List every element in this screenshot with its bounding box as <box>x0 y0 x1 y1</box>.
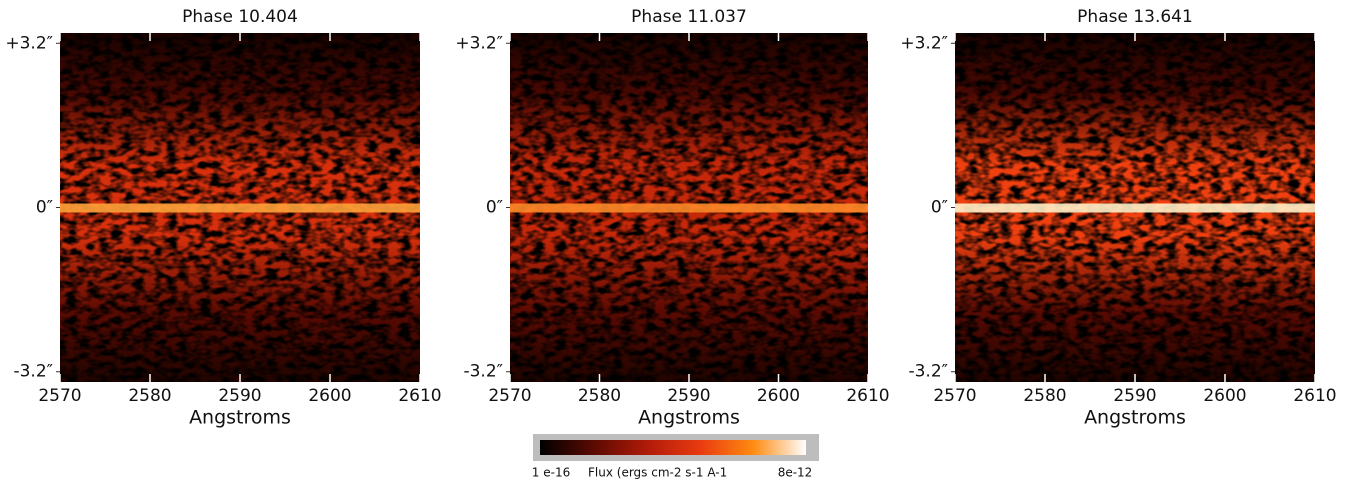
panel-title: Phase 10.404 <box>182 7 298 27</box>
colorbar-max: 8e-12 <box>778 466 813 480</box>
y-tick-label: -3.2″ <box>13 362 53 382</box>
x-tick-label: 2600 <box>1203 386 1246 406</box>
x-tick-label: 2570 <box>488 386 531 406</box>
y-tick-label: +3.2″ <box>900 33 948 53</box>
y-tick-label: -3.2″ <box>908 362 948 382</box>
x-axis-label: Angstroms <box>638 407 740 429</box>
emission-core <box>955 203 1315 213</box>
x-tick-label: 2580 <box>1023 386 1066 406</box>
x-tick-label: 2580 <box>128 386 171 406</box>
colorbar <box>540 440 806 455</box>
y-tick-label: +3.2″ <box>5 33 53 53</box>
panel-title: Phase 11.037 <box>631 7 747 27</box>
x-axis-label: Angstroms <box>189 407 291 429</box>
colorbar-label: Flux (ergs cm-2 s-1 A-1 <box>588 466 727 480</box>
emission-core <box>60 203 420 213</box>
x-tick-label: 2610 <box>846 386 889 406</box>
y-tick-label: 0″ <box>36 198 53 218</box>
x-tick-label: 2600 <box>757 386 800 406</box>
x-tick-label: 2590 <box>218 386 261 406</box>
x-tick-label: 2600 <box>308 386 351 406</box>
x-tick-label: 2570 <box>933 386 976 406</box>
x-tick-label: 2570 <box>38 386 81 406</box>
emission-core <box>510 203 868 213</box>
y-tick-label: +3.2″ <box>455 33 503 53</box>
x-tick-label: 2610 <box>398 386 441 406</box>
y-tick-label: 0″ <box>931 198 948 218</box>
x-tick-label: 2610 <box>1293 386 1336 406</box>
x-axis-label: Angstroms <box>1084 407 1186 429</box>
x-tick-label: 2580 <box>578 386 621 406</box>
panel-title: Phase 13.641 <box>1077 7 1193 27</box>
x-tick-label: 2590 <box>667 386 710 406</box>
x-tick-label: 2590 <box>1113 386 1156 406</box>
y-tick-label: -3.2″ <box>463 362 503 382</box>
y-tick-label: 0″ <box>486 198 503 218</box>
colorbar-min: 1 e-16 <box>532 466 570 480</box>
